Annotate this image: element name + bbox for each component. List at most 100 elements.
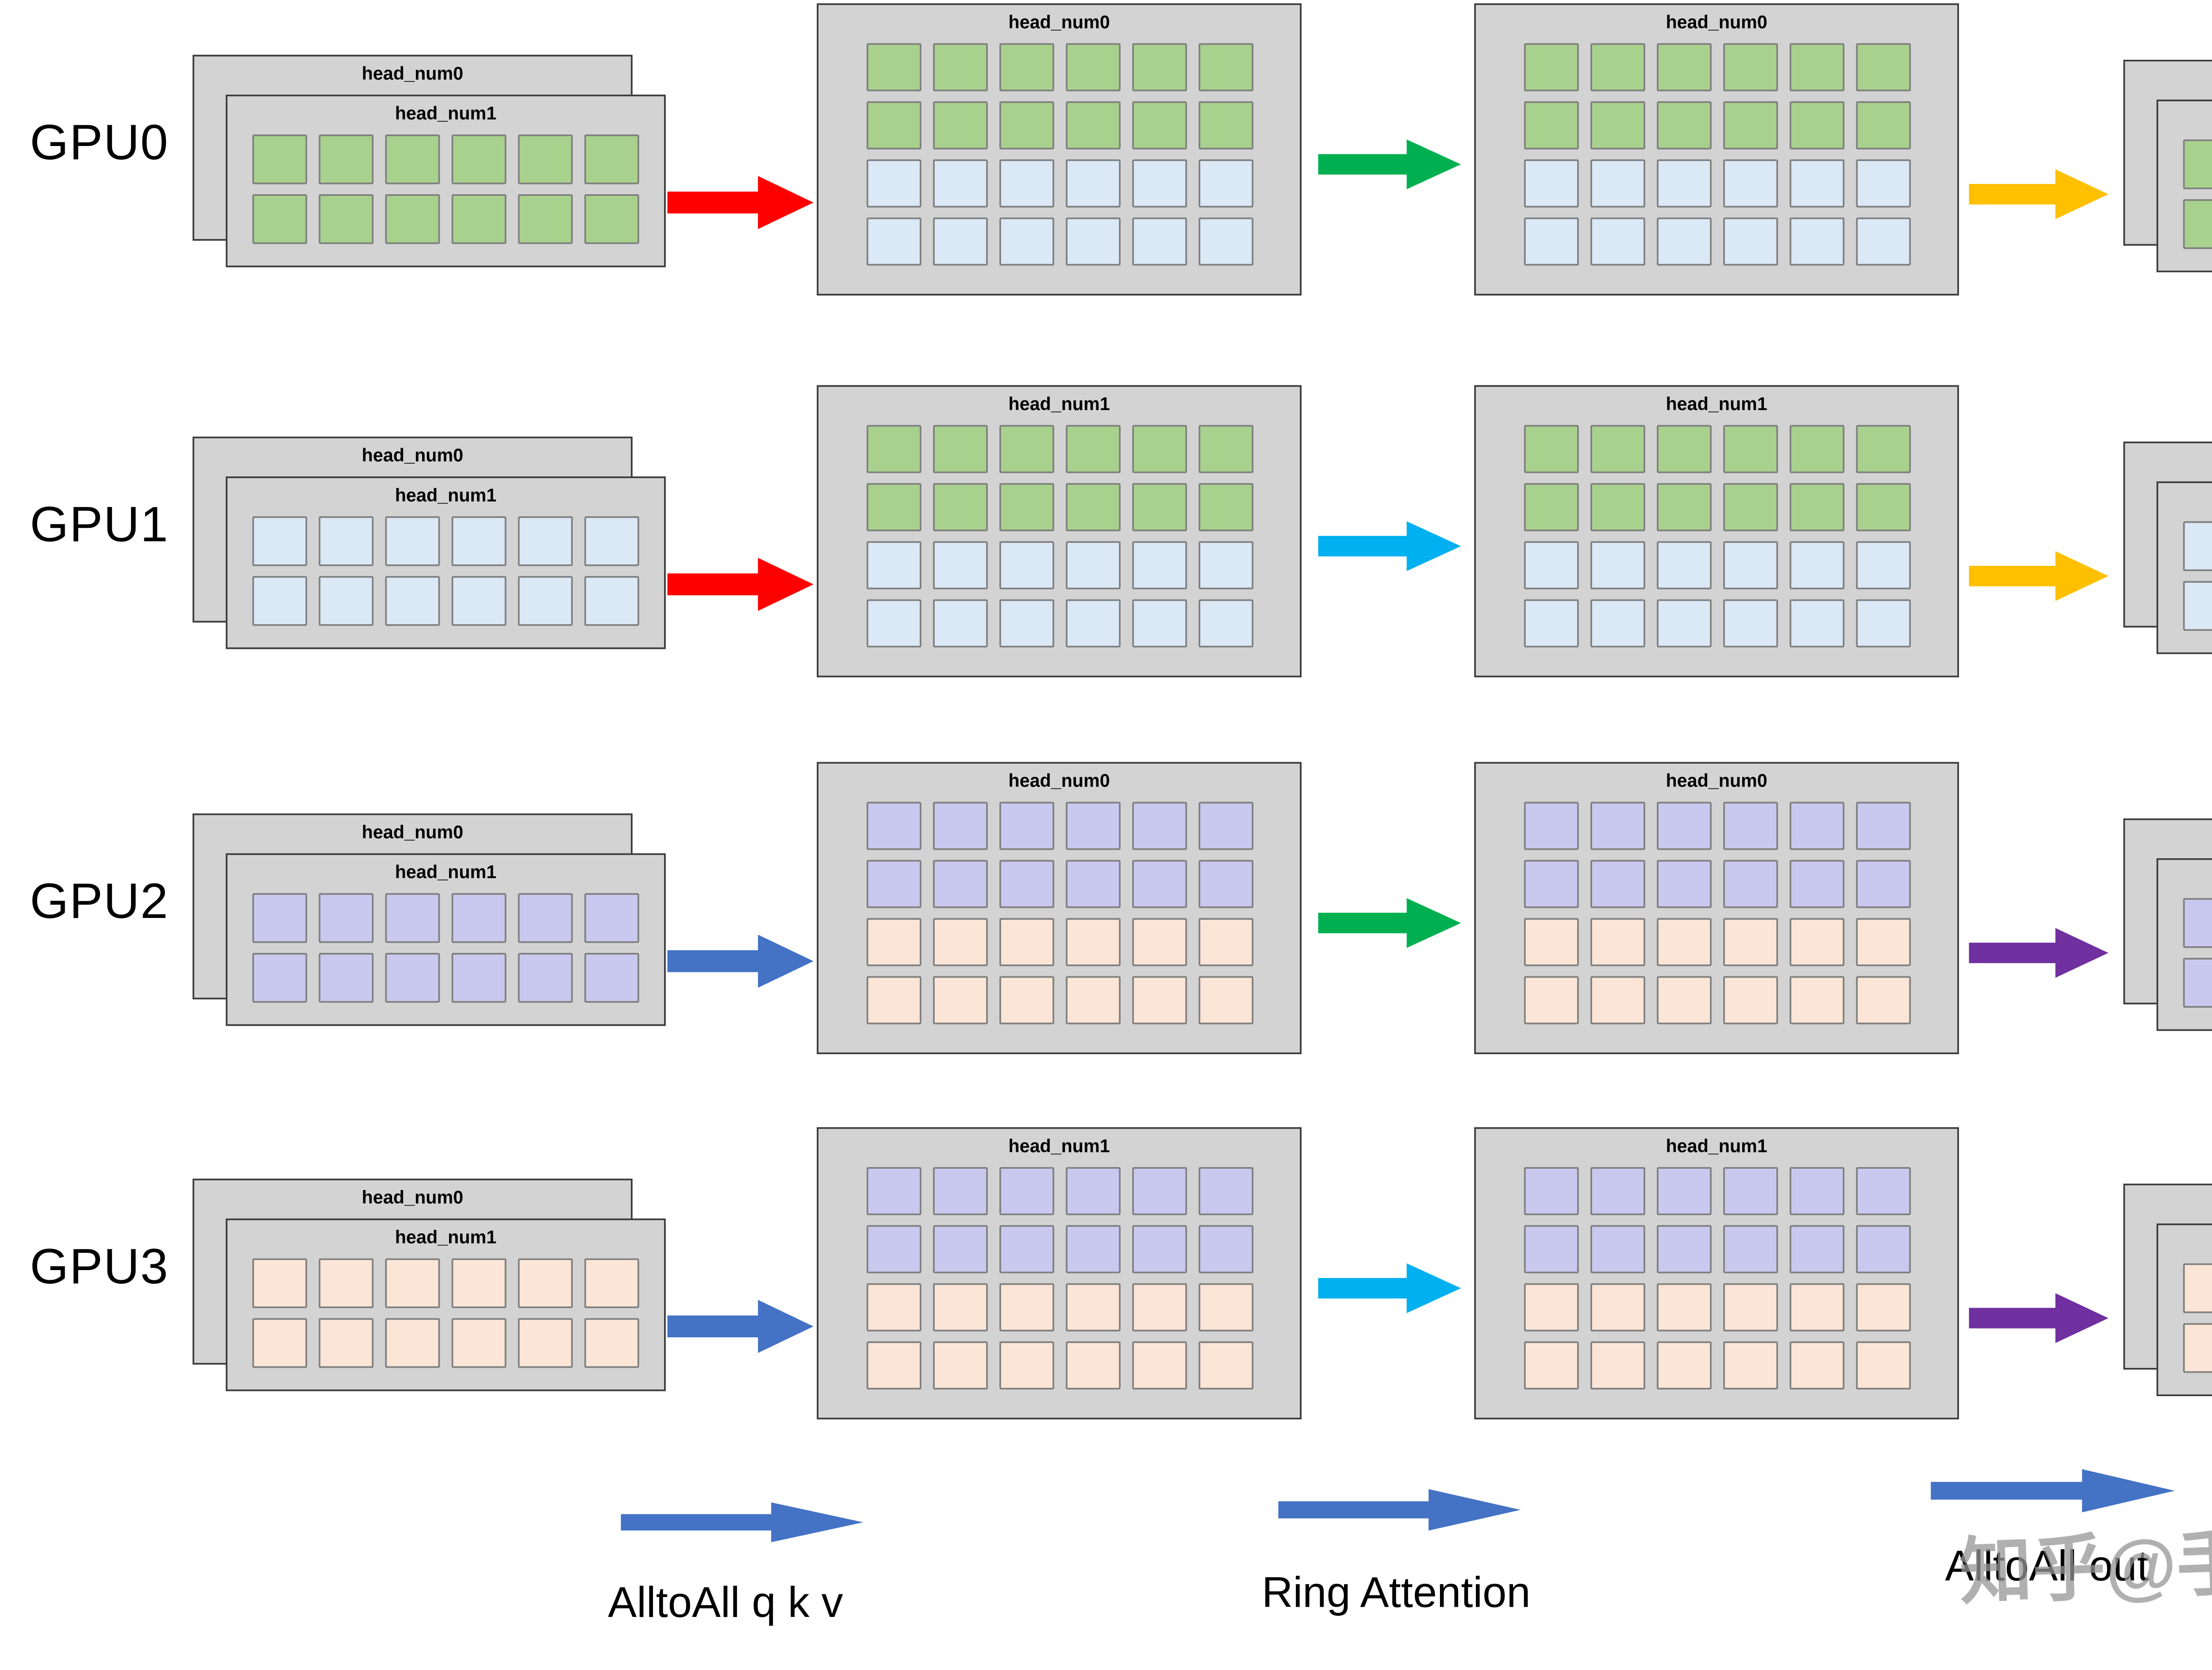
matrix-cell — [1590, 1167, 1644, 1215]
matrix-cell — [319, 893, 374, 943]
matrix-cell — [865, 425, 921, 473]
head-card-front: head_num1 — [226, 476, 666, 649]
cell-grid — [818, 425, 1300, 648]
stage-arrow-alltoall-qkv — [621, 1502, 864, 1543]
matrix-cell — [1131, 43, 1187, 92]
alltoall-out-arrow — [1969, 169, 2108, 219]
matrix-cell — [1789, 43, 1844, 92]
matrix-cell — [1855, 425, 1910, 473]
matrix-cell — [1523, 1167, 1578, 1215]
matrix-cell — [1789, 217, 1844, 266]
head-label: head_num0 — [2125, 1185, 2212, 1215]
ring-attention-arrow — [1318, 521, 1461, 571]
ring-attention-arrow — [1318, 139, 1461, 189]
matrix-cell — [1722, 599, 1778, 648]
matrix-cell — [1198, 43, 1253, 92]
matrix-cell — [1789, 425, 1844, 473]
matrix-cell — [865, 217, 921, 266]
matrix-cell — [385, 194, 440, 244]
matrix-cell — [1065, 1341, 1120, 1390]
matrix-cell — [1722, 860, 1778, 908]
matrix-cell — [1855, 483, 1910, 531]
cell-grid — [1476, 802, 1957, 1025]
matrix-cell — [1789, 1225, 1844, 1274]
matrix-cell — [1065, 43, 1120, 92]
matrix-cell — [1722, 43, 1778, 92]
matrix-cell — [319, 134, 374, 184]
matrix-cell — [932, 425, 987, 473]
matrix-cell — [865, 802, 921, 850]
matrix-cell — [932, 101, 987, 150]
matrix-cell — [1131, 918, 1187, 967]
gpu-row-gpu2: GPU2 head_num0 head_num1 head_num0 head_num0… — [0, 759, 2212, 1077]
matrix-cell — [865, 159, 921, 208]
matrix-cell — [451, 134, 507, 184]
matrix-cell — [518, 576, 573, 626]
head-label: head_num1 — [1008, 1137, 1110, 1157]
matrix-cell — [584, 576, 639, 626]
attention-card: head_num0 — [817, 3, 1302, 296]
matrix-cell — [1131, 541, 1187, 590]
matrix-cell — [1590, 918, 1644, 967]
alltoall-qkv-arrow — [667, 1300, 814, 1353]
matrix-cell — [932, 1341, 987, 1390]
matrix-cell — [1198, 976, 1253, 1025]
matrix-cell — [518, 516, 573, 566]
matrix-cell — [1198, 1167, 1253, 1215]
head-label: head_num1 — [395, 486, 497, 507]
matrix-cell — [1656, 1167, 1711, 1215]
matrix-cell — [1722, 1341, 1778, 1390]
matrix-cell — [1065, 1167, 1120, 1215]
matrix-cell — [451, 194, 507, 244]
matrix-cell — [998, 159, 1054, 208]
matrix-cell — [1590, 541, 1644, 590]
matrix-cell — [319, 1318, 374, 1368]
matrix-cell — [1722, 425, 1778, 473]
matrix-cell — [584, 1258, 639, 1309]
matrix-cell — [932, 217, 987, 266]
matrix-cell — [1590, 43, 1644, 92]
matrix-cell — [1722, 101, 1778, 150]
gpu-label: GPU1 — [30, 498, 169, 553]
matrix-cell — [998, 860, 1054, 908]
matrix-cell — [1590, 860, 1644, 908]
matrix-cell — [451, 1318, 507, 1368]
matrix-cell — [1855, 101, 1910, 150]
alltoall-qkv-arrow — [667, 934, 814, 988]
watermark: 知乎@手抓饼熊 — [1958, 1515, 2212, 1614]
gpu-row-gpu1: GPU1 head_num0 head_num1 head_num1 head_num1… — [0, 382, 2212, 700]
matrix-cell — [1198, 1225, 1253, 1274]
head-card-front: head_num1 — [2156, 1223, 2212, 1396]
matrix-cell — [1198, 159, 1253, 208]
matrix-cell — [1789, 1283, 1844, 1332]
matrix-cell — [1656, 483, 1711, 531]
matrix-cell — [1590, 599, 1644, 648]
matrix-cell — [998, 1283, 1054, 1332]
matrix-cell — [1065, 976, 1120, 1025]
matrix-cell — [865, 860, 921, 908]
matrix-cell — [998, 802, 1054, 850]
matrix-cell — [1065, 802, 1120, 850]
matrix-cell — [1789, 1341, 1844, 1390]
matrix-cell — [1855, 976, 1910, 1025]
matrix-cell — [451, 516, 507, 566]
matrix-cell — [932, 43, 987, 92]
head-label: head_num0 — [1008, 772, 1110, 792]
matrix-cell — [998, 1225, 1054, 1274]
attention-card: head_num0 — [1474, 3, 1959, 296]
matrix-cell — [1722, 976, 1778, 1025]
head-label: head_num1 — [2158, 860, 2212, 890]
matrix-cell — [1722, 1225, 1778, 1274]
matrix-cell — [385, 576, 440, 626]
matrix-cell — [932, 1283, 987, 1332]
matrix-cell — [1656, 599, 1711, 648]
matrix-cell — [1789, 802, 1844, 850]
matrix-cell — [1523, 541, 1578, 590]
matrix-cell — [2183, 958, 2212, 1008]
head-label: head_num0 — [2125, 820, 2212, 850]
matrix-cell — [1131, 483, 1187, 531]
matrix-cell — [518, 1318, 573, 1368]
ring-attention-arrow — [1318, 898, 1461, 948]
matrix-cell — [1065, 918, 1120, 967]
head-label: head_num1 — [395, 104, 497, 125]
